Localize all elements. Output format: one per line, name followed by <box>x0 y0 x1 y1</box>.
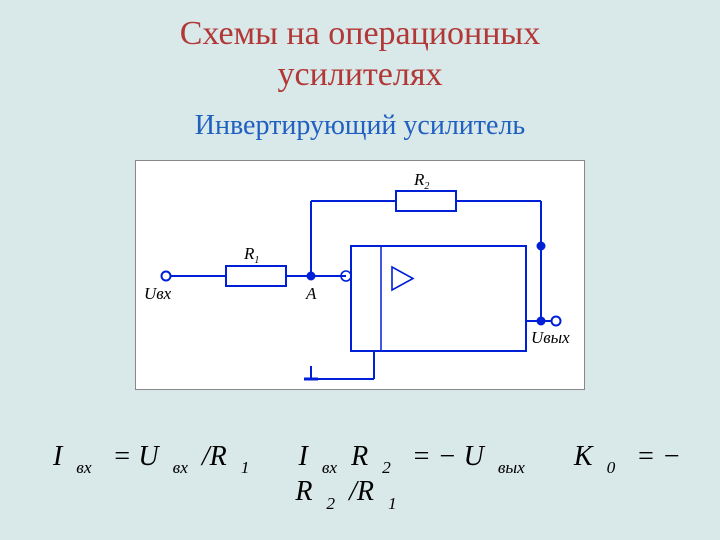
subtitle: Инвертирующий усилитель <box>0 110 720 142</box>
label-a: A <box>305 284 317 303</box>
label-uout: Uвых <box>531 328 570 347</box>
title-line-2: усилителях <box>277 56 442 93</box>
label-r1: R1 <box>243 244 259 266</box>
label-uin: Uвх <box>144 284 172 303</box>
opamp-box <box>351 246 526 351</box>
opamp-triangle-icon <box>392 267 413 290</box>
circuit-svg: Uвх R1 A R2 Uвых <box>136 161 586 391</box>
formula-2: IвхR2 = − Uвых <box>298 441 538 472</box>
node-a <box>307 272 315 280</box>
node-feedback-top <box>537 242 545 250</box>
terminal-input <box>162 271 171 280</box>
resistor-r2 <box>396 191 456 211</box>
label-r2: R2 <box>413 170 429 192</box>
resistor-r1 <box>226 266 286 286</box>
terminal-output <box>552 316 561 325</box>
circuit-diagram: Uвх R1 A R2 Uвых <box>135 160 585 390</box>
node-output-junction <box>537 317 545 325</box>
formula-row: Iвх = Uвх/R1 IвхR2 = − Uвых K0 = − R2/R1 <box>0 441 720 512</box>
formula-1: Iвх = Uвх/R1 <box>53 441 264 472</box>
title-line-1: Схемы на операционных <box>180 15 541 52</box>
page-title: Схемы на операционных усилителях <box>0 0 720 96</box>
